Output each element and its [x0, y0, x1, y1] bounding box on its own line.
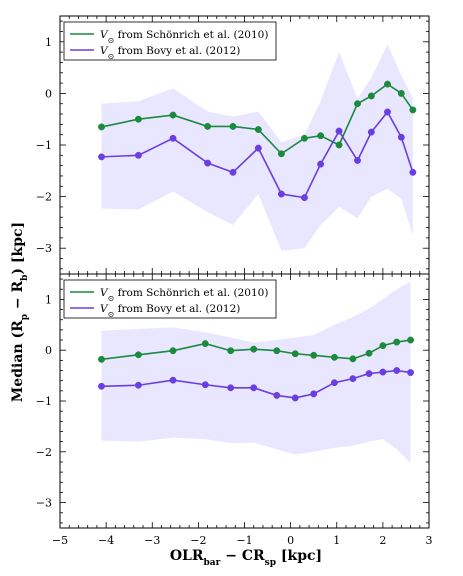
data-point: [335, 127, 343, 135]
data-point: [291, 394, 299, 402]
data-point: [330, 379, 338, 387]
x-tick-label: 1: [333, 534, 340, 547]
data-point: [254, 126, 262, 133]
data-point: [393, 338, 401, 346]
data-point: [301, 194, 308, 202]
legend: V⊙ from Schönrich et al. (2010)V⊙ from B…: [63, 279, 277, 319]
data-point: [330, 353, 338, 361]
data-point: [227, 347, 235, 355]
x-tick-label: −1: [236, 534, 252, 547]
y-tick-label: 1: [45, 36, 52, 49]
bottom-panel: −3 −2 −1 0 1 −5 −4 −3 −2 −1 0 1 2 3 V⊙ from Schönrich …: [36, 273, 433, 547]
data-point: [204, 159, 212, 167]
data-point: [277, 190, 285, 198]
data-point: [384, 108, 391, 116]
data-point: [98, 355, 105, 363]
data-point: [134, 115, 142, 123]
data-point: [409, 168, 417, 176]
data-point: [365, 370, 373, 378]
data-point: [134, 151, 142, 159]
data-point: [273, 391, 281, 399]
data-point: [273, 347, 281, 355]
data-point: [310, 390, 318, 398]
data-point: [134, 381, 142, 389]
data-point: [201, 340, 209, 348]
data-point: [169, 347, 177, 355]
y-tick-label: −1: [36, 139, 52, 152]
y-tick-label: −3: [36, 497, 52, 510]
y-tick-label: −1: [36, 395, 52, 408]
data-point: [409, 106, 417, 114]
y-tick-label: −3: [36, 242, 52, 255]
y-tick-label: 0: [45, 344, 52, 357]
data-point: [365, 349, 373, 357]
data-point: [254, 144, 262, 152]
legend-label-0: V⊙ from Schönrich et al. (2010): [100, 29, 268, 45]
data-point: [317, 160, 325, 168]
data-point: [335, 141, 343, 149]
x-tick-label: −2: [190, 534, 206, 547]
data-point: [98, 382, 105, 390]
x-tick-label: 3: [426, 534, 433, 547]
y-tick-label: 1: [45, 293, 52, 306]
data-point: [169, 134, 177, 142]
data-point: [393, 367, 401, 374]
y-axis-label: Median (Rp − Rb) [kpc]: [10, 222, 30, 402]
data-point: [229, 122, 237, 130]
x-tick-label: −4: [98, 534, 114, 547]
data-point: [204, 122, 212, 130]
legend-label-1: V⊙ from Bovy et al. (2012): [100, 45, 240, 61]
y-tick-label: −2: [36, 191, 52, 204]
data-point: [201, 381, 209, 389]
data-point: [98, 123, 105, 131]
x-tick-label: 2: [379, 534, 386, 547]
data-point: [169, 376, 177, 384]
data-point: [354, 100, 361, 108]
data-point: [169, 111, 177, 119]
data-point: [397, 89, 405, 97]
data-point: [301, 134, 308, 142]
x-tick-label: −5: [52, 534, 68, 547]
data-point: [98, 153, 105, 161]
data-point: [407, 369, 414, 376]
x-axis-label: OLRbar − CRsp [kpc]: [170, 548, 322, 568]
data-point: [349, 355, 357, 363]
data-point: [407, 336, 414, 344]
data-point: [367, 92, 375, 100]
y-tick-label: 0: [45, 87, 52, 100]
legend-box: [63, 279, 277, 319]
data-point: [229, 168, 237, 176]
legend-label-1: V⊙ from Bovy et al. (2012): [100, 303, 240, 319]
data-point: [349, 375, 357, 383]
y-tick-label: −2: [36, 446, 52, 459]
data-point: [379, 368, 387, 376]
data-point: [277, 150, 285, 158]
data-point: [397, 133, 405, 141]
legend: V⊙ from Schönrich et al. (2010)V⊙ from B…: [63, 21, 277, 61]
data-point: [384, 80, 391, 88]
data-point: [317, 132, 325, 140]
data-point: [250, 384, 258, 392]
uncertainty-band: [101, 281, 411, 463]
data-point: [354, 157, 361, 164]
data-point: [227, 384, 235, 392]
data-point: [310, 351, 318, 359]
legend-box: [63, 21, 277, 61]
data-point: [250, 345, 258, 353]
x-tick-label: 0: [287, 534, 294, 547]
x-tick-label: −3: [144, 534, 160, 547]
data-point: [367, 128, 375, 136]
legend-label-0: V⊙ from Schönrich et al. (2010): [100, 287, 268, 303]
data-point: [134, 351, 142, 359]
data-point: [291, 350, 299, 358]
data-point: [379, 342, 387, 350]
top-panel: −3 −2 −1 0 1 V⊙ from Schönrich et al. (2010)V…: [36, 15, 430, 275]
